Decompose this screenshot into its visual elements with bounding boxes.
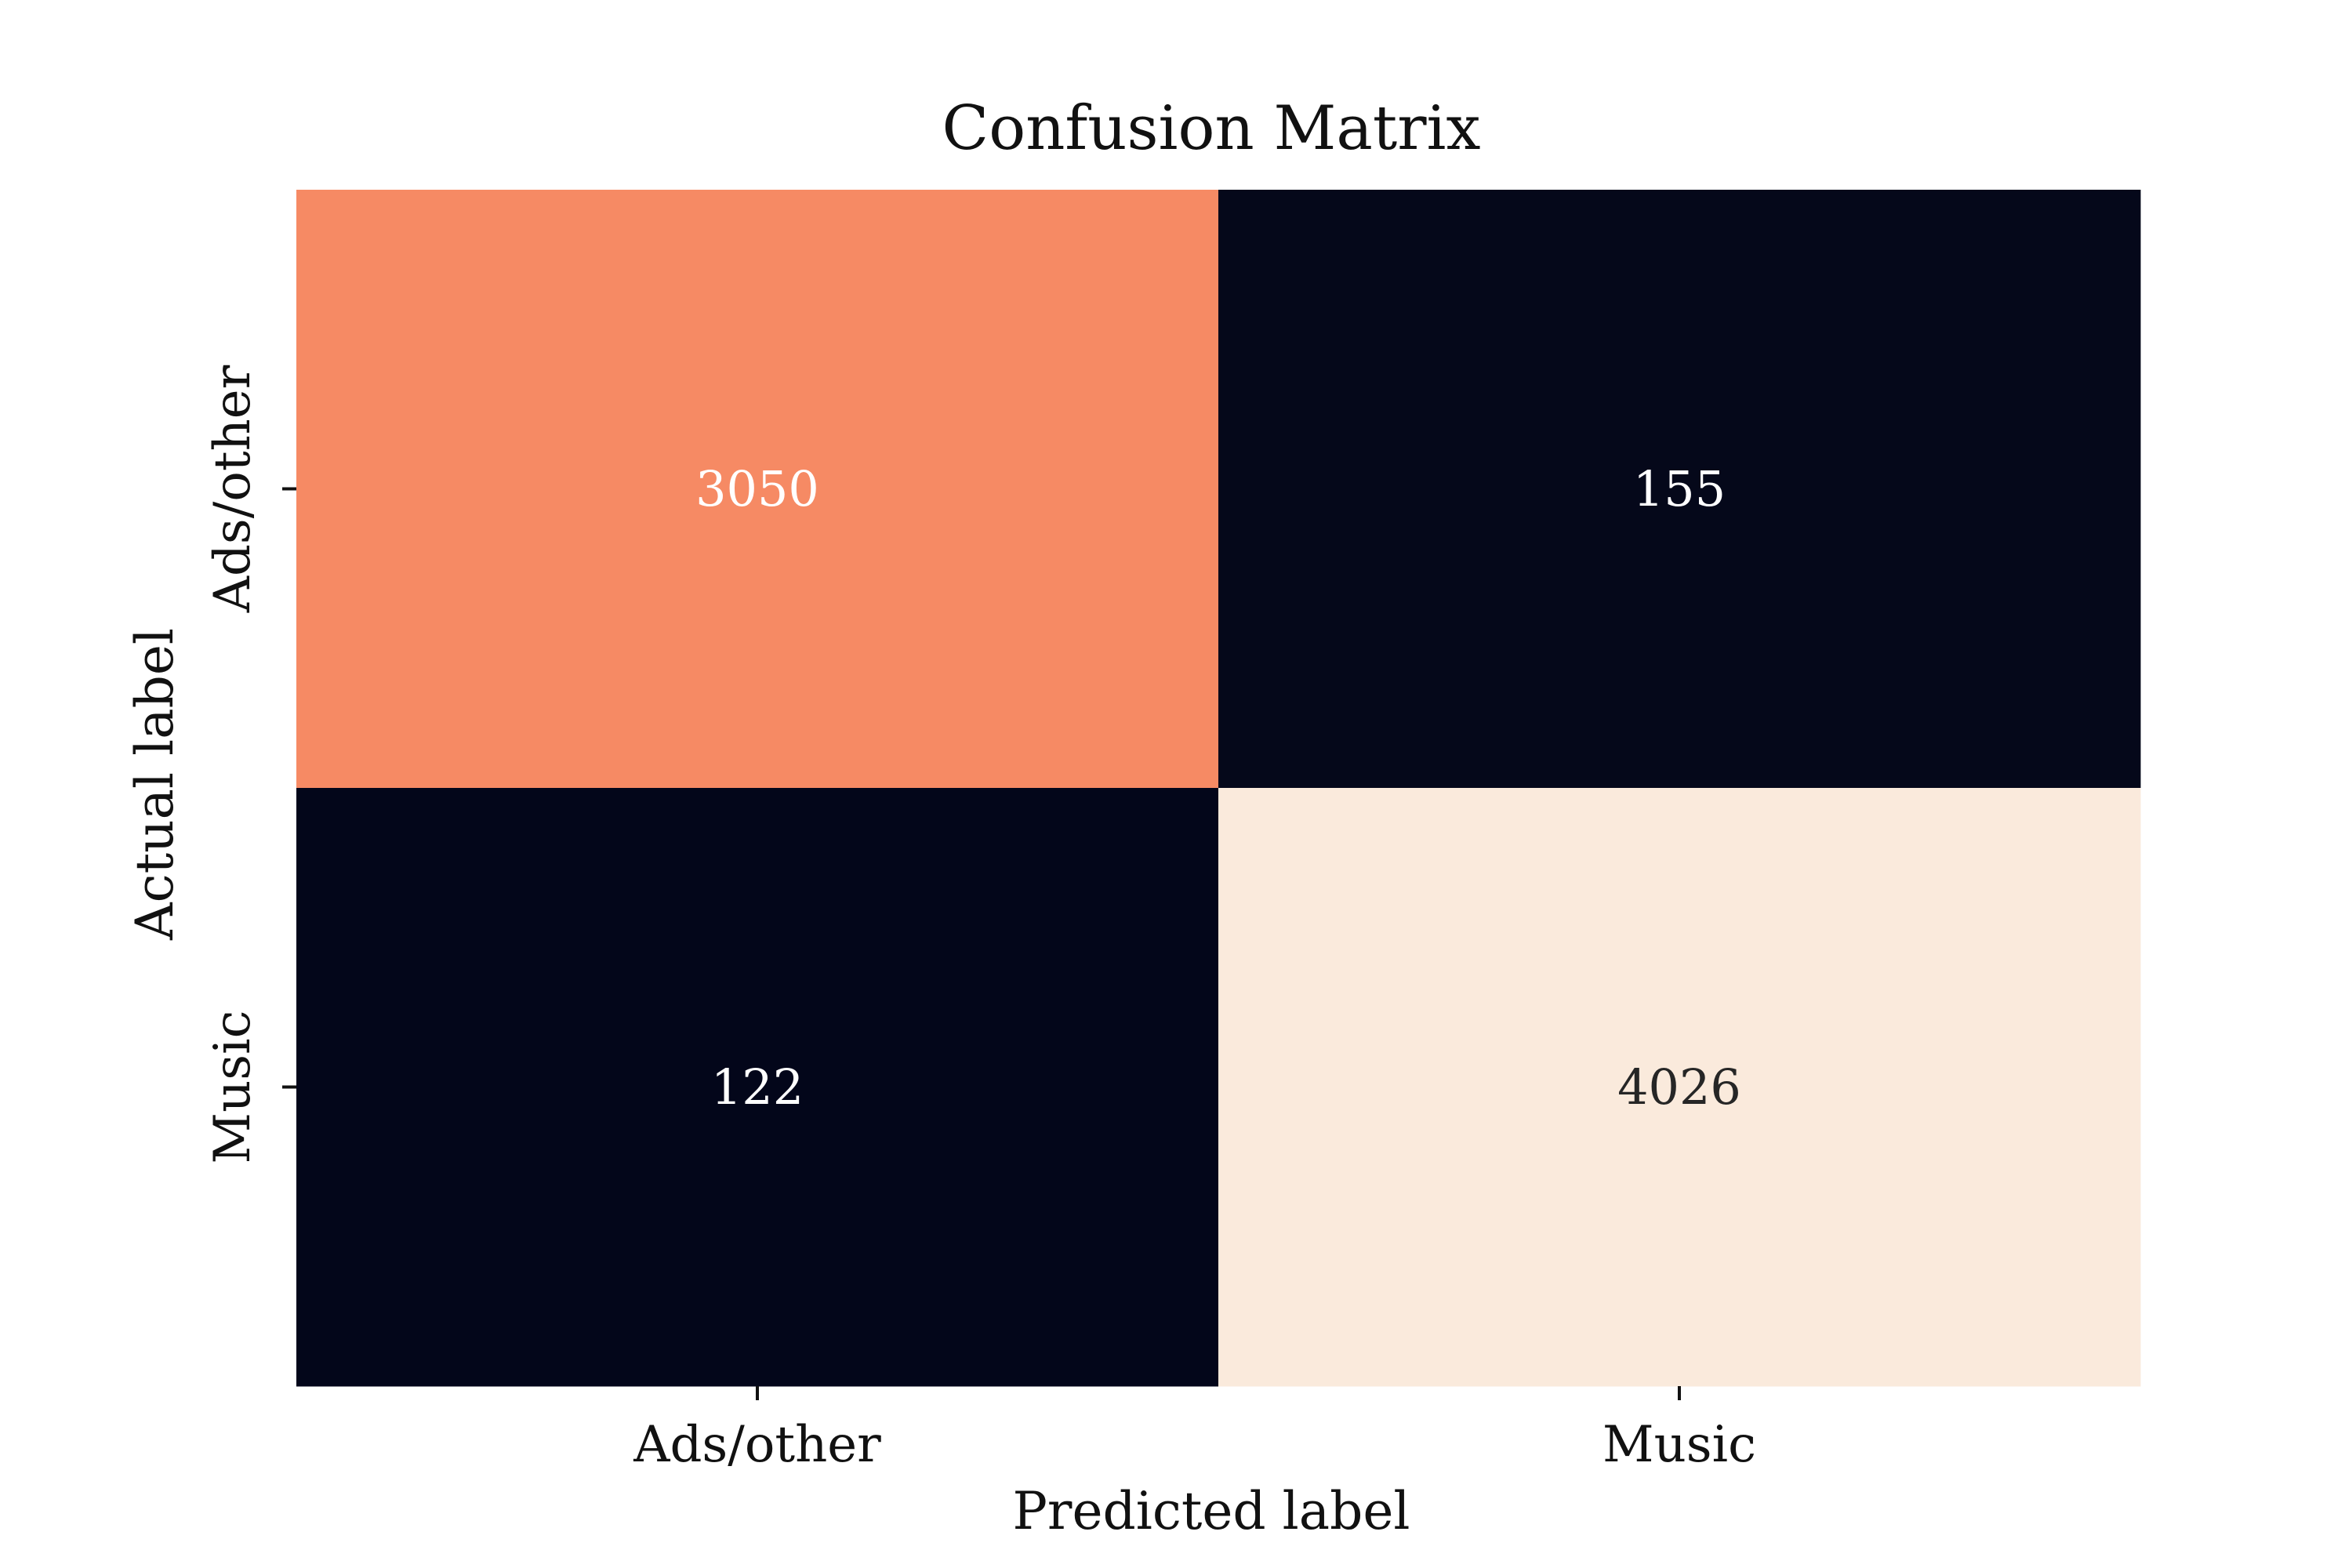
y-tick-label-ads-other: Ads/other: [204, 365, 262, 613]
axis-ticks: [282, 487, 1681, 1400]
cell-value-music-ads-other: 122: [711, 1058, 804, 1116]
heatmap-cells: [296, 190, 2141, 1387]
x-tick-label-music: Music: [1602, 1416, 1756, 1474]
x-tick-label-ads-other: Ads/other: [633, 1416, 881, 1474]
heatmap-cell-ads-other-ads-other: [296, 190, 1219, 789]
cell-value-ads-other-music: 155: [1633, 460, 1726, 517]
y-tick-label-music: Music: [204, 1011, 262, 1164]
chart-title: Confusion Matrix: [942, 93, 1481, 164]
y-axis-label: Actual label: [125, 628, 185, 941]
cell-value-ads-other-ads-other: 3050: [695, 460, 819, 517]
heatmap-cell-music-music: [1218, 788, 2141, 1387]
heatmap-cell-music-ads-other: [296, 788, 1219, 1387]
x-axis-label: Predicted label: [1012, 1481, 1410, 1541]
cell-value-music-music: 4026: [1617, 1058, 1741, 1116]
cell-annotations: 3050 155 122 4026: [695, 460, 1741, 1116]
heatmap-cell-ads-other-music: [1218, 190, 2141, 789]
axis-tick-labels: Ads/other Music Ads/other Music: [204, 365, 1756, 1474]
